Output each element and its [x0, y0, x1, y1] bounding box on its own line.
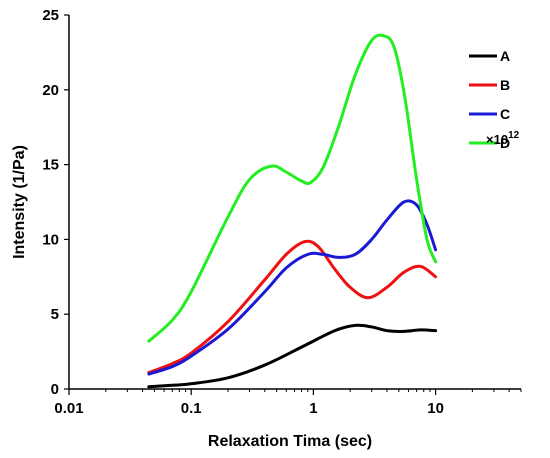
y-tick-label: 20 — [42, 82, 59, 99]
series-line-b — [147, 239, 438, 375]
y-multiplier-exponent: 12 — [508, 130, 520, 141]
y-tick-label: 15 — [42, 157, 59, 174]
legend-label-b: B — [500, 77, 510, 93]
series-line-c — [147, 199, 438, 376]
x-tick-label: 1 — [309, 400, 317, 417]
axes: 0 5 10 15 20 25 0.01 0.1 1 10 — [42, 7, 522, 417]
x-tick-label: 0.01 — [54, 400, 83, 417]
y-tick-label: 10 — [42, 231, 59, 248]
series-layer — [147, 33, 438, 389]
x-tick-label: 0.1 — [181, 400, 202, 417]
legend-label-c: C — [500, 106, 510, 122]
legend-label-a: A — [500, 48, 510, 64]
series-line-a — [147, 323, 438, 389]
x-axis-title: Relaxation Tima (sec) — [208, 433, 372, 450]
legend-label-d: D — [500, 135, 510, 151]
y-multiplier-base: ×10 — [486, 132, 508, 147]
y-tick-label: 5 — [51, 306, 59, 323]
y-axis-title: Intensity (1/Pa) — [11, 145, 28, 259]
x-tick-label: 10 — [427, 400, 444, 417]
y-tick-label: 25 — [42, 7, 59, 24]
y-multiplier: ×1012 — [486, 130, 520, 147]
series-line-d — [147, 33, 438, 343]
y-tick-label: 0 — [51, 381, 59, 398]
